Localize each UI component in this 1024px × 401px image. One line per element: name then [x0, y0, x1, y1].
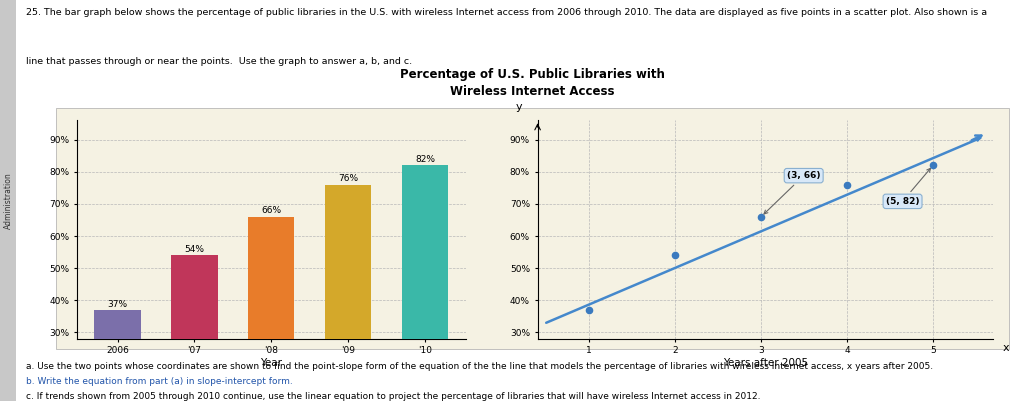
Bar	[402, 165, 449, 401]
Text: Administration: Administration	[4, 172, 12, 229]
Bar	[248, 217, 295, 401]
Bar	[94, 310, 140, 401]
X-axis label: Years after 2005: Years after 2005	[723, 358, 808, 368]
Point	[753, 213, 769, 220]
Text: a. Use the two points whose coordinates are shown to find the point-slope form o: a. Use the two points whose coordinates …	[26, 362, 933, 371]
Text: (5, 82): (5, 82)	[886, 168, 931, 206]
Text: 82%: 82%	[415, 155, 435, 164]
Bar	[171, 255, 217, 401]
Text: Percentage of U.S. Public Libraries with
Wireless Internet Access: Percentage of U.S. Public Libraries with…	[400, 68, 665, 98]
Text: line that passes through or near the points.  Use the graph to answer a, b, and : line that passes through or near the poi…	[27, 57, 413, 66]
Text: (3, 66): (3, 66)	[764, 171, 820, 214]
Text: c. If trends shown from 2005 through 2010 continue, use the linear equation to p: c. If trends shown from 2005 through 201…	[26, 392, 760, 401]
Text: 66%: 66%	[261, 207, 282, 215]
Text: 25. The bar graph below shows the percentage of public libraries in the U.S. wit: 25. The bar graph below shows the percen…	[27, 8, 987, 17]
Text: y: y	[516, 101, 522, 111]
X-axis label: Year: Year	[260, 358, 283, 368]
Point	[581, 307, 597, 313]
Text: b. Write the equation from part (a) in slope-intercept form.: b. Write the equation from part (a) in s…	[26, 377, 292, 386]
Point	[667, 252, 683, 259]
Text: 76%: 76%	[338, 174, 358, 183]
Text: 54%: 54%	[184, 245, 205, 254]
Bar	[326, 184, 372, 401]
Point	[839, 181, 855, 188]
Text: 37%: 37%	[108, 300, 128, 309]
Text: x: x	[1002, 342, 1009, 352]
Point	[925, 162, 941, 168]
